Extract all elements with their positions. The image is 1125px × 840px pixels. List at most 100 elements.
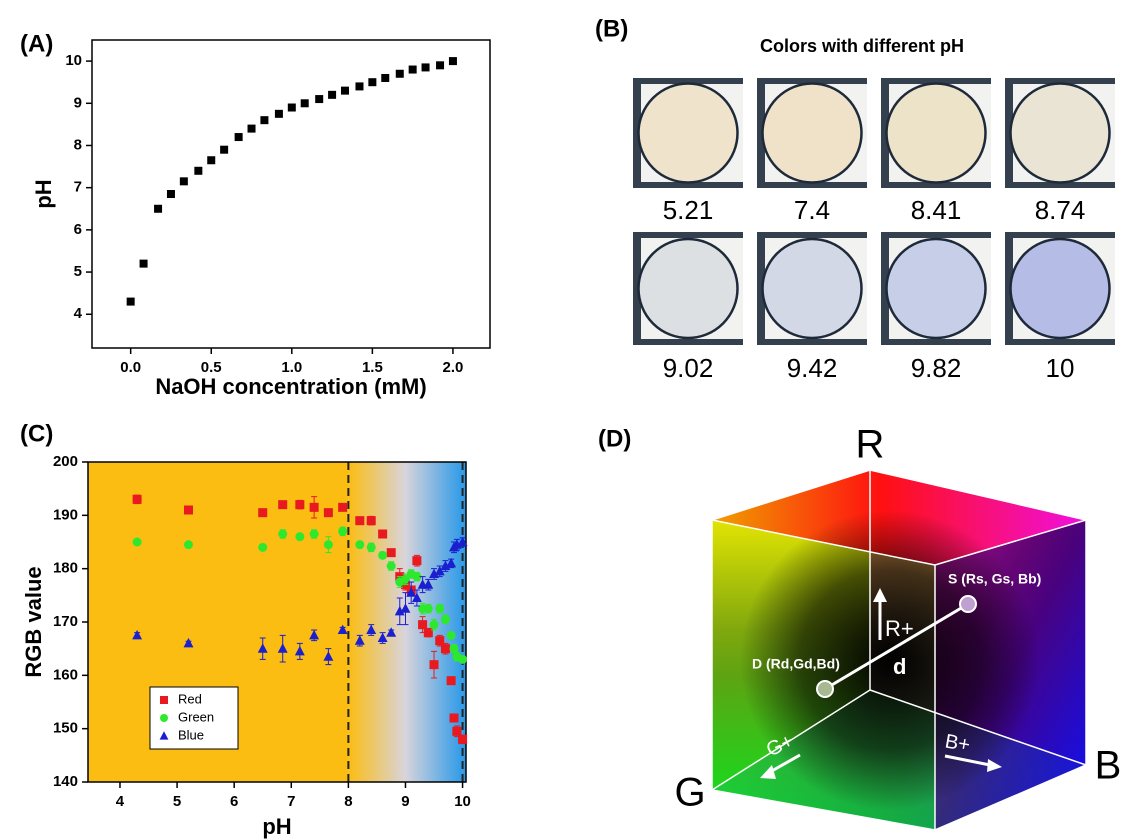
photo-sample (639, 239, 738, 338)
y-tick-label: 180 (53, 560, 78, 577)
point (387, 548, 396, 557)
y-tick-label: 140 (53, 773, 78, 790)
point (355, 516, 364, 525)
point (207, 156, 215, 164)
point (167, 190, 175, 198)
photo-label: 5.21 (663, 195, 714, 225)
photo-sample (1011, 239, 1110, 338)
point (378, 551, 387, 560)
point (310, 530, 319, 539)
point (295, 532, 304, 541)
point (248, 125, 256, 133)
point (180, 177, 188, 185)
point (450, 644, 459, 653)
point (418, 620, 427, 629)
point (396, 70, 404, 78)
point (441, 644, 450, 653)
point (367, 543, 376, 552)
photo-label: 9.02 (663, 353, 714, 383)
point (127, 298, 135, 306)
point (458, 735, 467, 744)
y-tick-label: 150 (53, 720, 78, 737)
point (278, 500, 287, 509)
point (424, 604, 433, 613)
y-tick-label: 9 (74, 94, 82, 111)
y-tick-label: 10 (65, 52, 82, 69)
x-axis-label: pH (262, 814, 291, 839)
point (412, 556, 421, 565)
point (452, 727, 461, 736)
point (324, 508, 333, 517)
y-tick-label: 8 (74, 136, 82, 153)
legend-label: Blue (178, 727, 204, 742)
point (154, 205, 162, 213)
legend-label: Green (178, 709, 214, 724)
point (328, 91, 336, 99)
point (355, 82, 363, 90)
panel-label: (D) (598, 425, 631, 452)
point (220, 146, 228, 154)
point (435, 604, 444, 613)
photo-sample (763, 84, 862, 183)
x-tick-label: 7 (287, 793, 295, 810)
point (258, 543, 267, 552)
point (184, 540, 193, 549)
x-axis-label: NaOH concentration (mM) (155, 374, 426, 399)
legend-marker (160, 696, 168, 704)
y-tick-label: 160 (53, 666, 78, 683)
point (324, 540, 333, 549)
point (338, 527, 347, 536)
x-tick-label: 0.0 (120, 359, 141, 376)
distance-label: d (893, 654, 906, 679)
rgb-cube (712, 470, 1086, 830)
photo-sample (887, 84, 986, 183)
point (409, 66, 417, 74)
r-plus: R+ (885, 616, 914, 641)
legend-marker (160, 714, 168, 722)
point (184, 506, 193, 515)
panel-label: (C) (20, 420, 53, 447)
point (422, 63, 430, 71)
point (315, 95, 323, 103)
y-tick-label: 190 (53, 506, 78, 523)
point (355, 540, 364, 549)
point (447, 676, 456, 685)
point (133, 538, 142, 547)
point (368, 78, 376, 86)
y-tick-label: 4 (74, 305, 83, 322)
point (260, 116, 268, 124)
point (381, 74, 389, 82)
point (278, 530, 287, 539)
point (450, 714, 459, 723)
y-axis-label: pH (31, 179, 56, 208)
b-plus: B+ (943, 730, 971, 756)
point (310, 503, 319, 512)
photo-label: 7.4 (794, 195, 830, 225)
point (436, 61, 444, 69)
point (441, 615, 450, 624)
axis-g: G (674, 771, 705, 815)
point (235, 133, 243, 141)
photo-sample (1011, 84, 1110, 183)
photo-label: 8.74 (1035, 195, 1086, 225)
point (295, 500, 304, 509)
point (458, 655, 467, 664)
photo-label: 8.41 (911, 195, 962, 225)
point (301, 99, 309, 107)
point (447, 631, 456, 640)
point (341, 87, 349, 95)
point-d-label: D (Rd,Gd,Bd) (752, 656, 840, 672)
point (387, 562, 396, 571)
y-tick-label: 5 (74, 263, 82, 280)
figure: (D) R G B R+ G+ B+ d D (Rd,Gd,Bd) S (Rs,… (0, 0, 1125, 840)
x-tick-label: 5 (173, 793, 181, 810)
panel-label: (B) (595, 15, 628, 42)
y-axis-label: RGB value (21, 566, 46, 677)
axis-b: B (1095, 744, 1122, 788)
axis-r: R (856, 423, 885, 467)
photo-sample (639, 84, 738, 183)
photo-label: 10 (1046, 353, 1075, 383)
point (378, 530, 387, 539)
panel-title: Colors with different pH (760, 36, 964, 56)
legend-label: Red (178, 691, 202, 706)
